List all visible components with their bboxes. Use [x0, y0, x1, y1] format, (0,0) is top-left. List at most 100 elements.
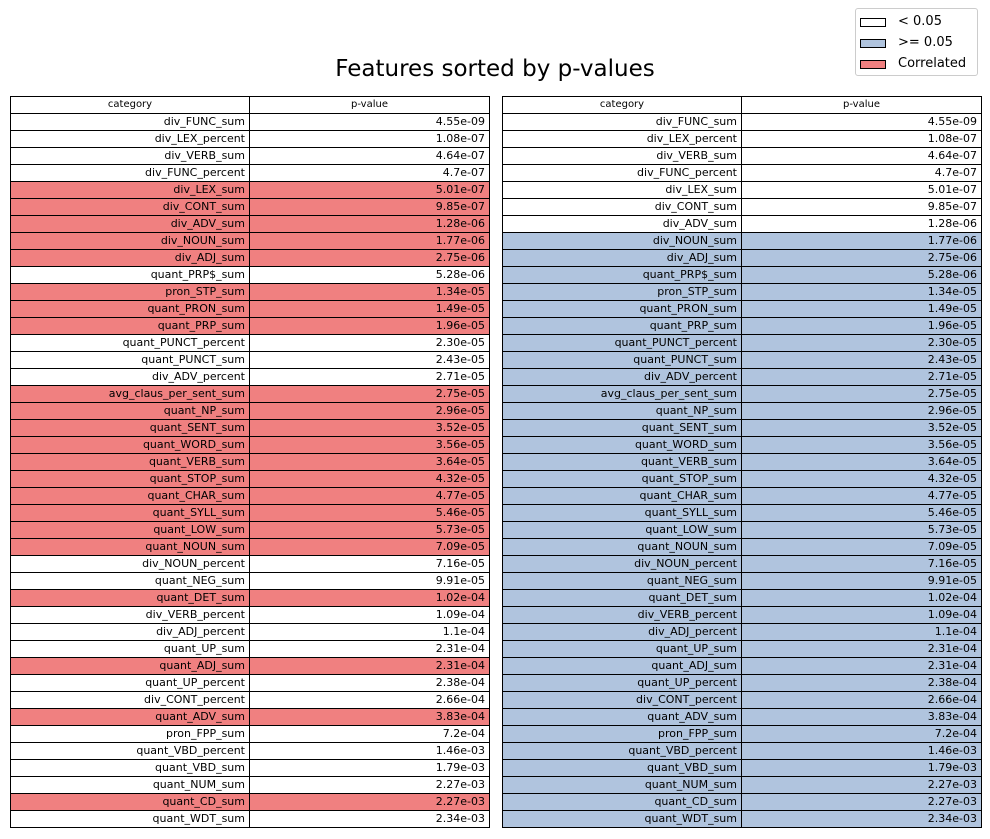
category-cell: div_ADJ_sum [10, 249, 250, 267]
legend-swatch-white [860, 17, 886, 27]
p-value-cell: 1.08e-07 [249, 130, 490, 148]
p-value-cell: 1.79e-03 [249, 759, 490, 777]
left-table: category p-value div_FUNC_sum 4.55e-09 div_L… [10, 96, 490, 828]
table-row: pron_FPP_sum 7.2e-04 [502, 725, 982, 743]
column-header-category: category [502, 96, 742, 114]
p-value-cell: 1.1e-04 [249, 623, 490, 641]
table-row: quant_UP_percent 2.38e-04 [10, 674, 490, 692]
table-row: quant_SYLL_sum 5.46e-05 [10, 504, 490, 522]
category-cell: quant_PRP$_sum [10, 266, 250, 284]
table-row: div_VERB_percent 1.09e-04 [10, 606, 490, 624]
table-row: quant_VBD_percent 1.46e-03 [10, 742, 490, 760]
table-row: div_NOUN_sum 1.77e-06 [502, 232, 982, 250]
category-cell: div_LEX_sum [502, 181, 742, 199]
table-row: quant_UP_sum 2.31e-04 [502, 640, 982, 658]
p-value-cell: 1.1e-04 [741, 623, 982, 641]
table-row: pron_STP_sum 1.34e-05 [502, 283, 982, 301]
category-cell: quant_ADV_sum [10, 708, 250, 726]
table-row: quant_NUM_sum 2.27e-03 [502, 776, 982, 794]
p-value-cell: 7.16e-05 [249, 555, 490, 573]
category-cell: quant_PRP$_sum [502, 266, 742, 284]
p-value-cell: 4.32e-05 [249, 470, 490, 488]
table-row: quant_STOP_sum 4.32e-05 [502, 470, 982, 488]
table-row: div_VERB_sum 4.64e-07 [10, 147, 490, 165]
p-value-cell: 3.83e-04 [741, 708, 982, 726]
table-row: quant_DET_sum 1.02e-04 [10, 589, 490, 607]
chart-title: Features sorted by p-values [335, 56, 655, 82]
table-row: quant_NEG_sum 9.91e-05 [10, 572, 490, 590]
table-row: div_NOUN_percent 7.16e-05 [502, 555, 982, 573]
category-cell: div_ADJ_percent [10, 623, 250, 641]
category-cell: avg_claus_per_sent_sum [10, 385, 250, 403]
table-row: div_FUNC_sum 4.55e-09 [10, 113, 490, 131]
p-value-cell: 2.27e-03 [741, 776, 982, 794]
table-row: div_VERB_percent 1.09e-04 [502, 606, 982, 624]
p-value-cell: 3.56e-05 [741, 436, 982, 454]
table-row: quant_PRP_sum 1.96e-05 [502, 317, 982, 335]
table-row: quant_WORD_sum 3.56e-05 [10, 436, 490, 454]
p-value-cell: 2.31e-04 [249, 640, 490, 658]
table-row: quant_PRON_sum 1.49e-05 [502, 300, 982, 318]
table-row: quant_WDT_sum 2.34e-03 [502, 810, 982, 828]
p-value-cell: 5.73e-05 [741, 521, 982, 539]
p-value-cell: 1.49e-05 [249, 300, 490, 318]
category-cell: quant_SYLL_sum [10, 504, 250, 522]
legend-label: >= 0.05 [898, 35, 953, 50]
legend-item-correlated: Correlated [860, 57, 966, 71]
table-row: quant_ADV_sum 3.83e-04 [10, 708, 490, 726]
category-cell: div_VERB_sum [502, 147, 742, 165]
p-value-cell: 2.38e-04 [249, 674, 490, 692]
p-value-cell: 4.7e-07 [741, 164, 982, 182]
p-value-cell: 1.77e-06 [741, 232, 982, 250]
table-row: quant_NEG_sum 9.91e-05 [502, 572, 982, 590]
table-row: quant_LOW_sum 5.73e-05 [10, 521, 490, 539]
table-row: quant_VERB_sum 3.64e-05 [10, 453, 490, 471]
category-cell: quant_STOP_sum [502, 470, 742, 488]
category-cell: quant_VBD_sum [10, 759, 250, 777]
category-cell: div_ADJ_sum [502, 249, 742, 267]
p-value-cell: 3.52e-05 [741, 419, 982, 437]
category-cell: quant_UP_sum [502, 640, 742, 658]
table-row: div_FUNC_percent 4.7e-07 [10, 164, 490, 182]
table-row: quant_ADV_sum 3.83e-04 [502, 708, 982, 726]
table-row: quant_PRON_sum 1.49e-05 [10, 300, 490, 318]
table-row: quant_STOP_sum 4.32e-05 [10, 470, 490, 488]
p-value-cell: 2.31e-04 [249, 657, 490, 675]
column-header-p-value: p-value [249, 96, 490, 114]
p-value-cell: 4.77e-05 [249, 487, 490, 505]
p-value-cell: 1.77e-06 [249, 232, 490, 250]
p-value-cell: 4.77e-05 [741, 487, 982, 505]
p-value-cell: 1.79e-03 [741, 759, 982, 777]
legend-item-below-threshold: < 0.05 [860, 15, 942, 29]
category-cell: quant_SENT_sum [502, 419, 742, 437]
category-cell: div_LEX_sum [10, 181, 250, 199]
table-header-row: category p-value [502, 96, 982, 114]
table-row: div_NOUN_percent 7.16e-05 [10, 555, 490, 573]
table-row: quant_VERB_sum 3.64e-05 [502, 453, 982, 471]
p-value-cell: 9.91e-05 [741, 572, 982, 590]
table-row: quant_LOW_sum 5.73e-05 [502, 521, 982, 539]
p-value-cell: 2.31e-04 [741, 640, 982, 658]
p-value-cell: 3.52e-05 [249, 419, 490, 437]
category-cell: div_NOUN_percent [10, 555, 250, 573]
category-cell: quant_VERB_sum [502, 453, 742, 471]
category-cell: div_VERB_percent [502, 606, 742, 624]
p-value-cell: 5.73e-05 [249, 521, 490, 539]
table-row: div_LEX_sum 5.01e-07 [502, 181, 982, 199]
p-value-cell: 2.96e-05 [741, 402, 982, 420]
category-cell: div_NOUN_percent [502, 555, 742, 573]
p-value-cell: 4.7e-07 [249, 164, 490, 182]
p-value-cell: 4.64e-07 [741, 147, 982, 165]
table-row: quant_UP_sum 2.31e-04 [10, 640, 490, 658]
p-value-cell: 1.02e-04 [741, 589, 982, 607]
table-row: quant_PUNCT_percent 2.30e-05 [10, 334, 490, 352]
table-row: div_ADV_percent 2.71e-05 [502, 368, 982, 386]
category-cell: quant_VBD_percent [502, 742, 742, 760]
p-value-cell: 9.85e-07 [741, 198, 982, 216]
category-cell: div_FUNC_sum [10, 113, 250, 131]
p-value-cell: 1.49e-05 [741, 300, 982, 318]
p-value-cell: 4.55e-09 [741, 113, 982, 131]
category-cell: quant_UP_percent [10, 674, 250, 692]
table-row: div_ADJ_percent 1.1e-04 [502, 623, 982, 641]
p-value-cell: 4.55e-09 [249, 113, 490, 131]
